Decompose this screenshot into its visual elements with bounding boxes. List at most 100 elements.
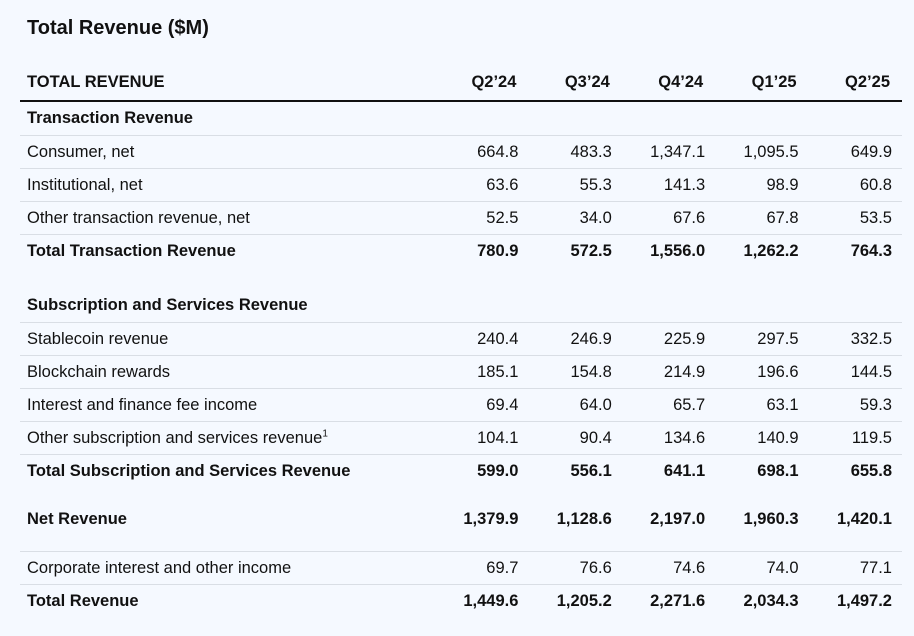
cell-value: 2,197.0: [650, 509, 706, 528]
row-label-text: Other subscription and services revenue: [27, 428, 323, 447]
cell-value: 1,420.1: [836, 509, 892, 528]
header-quarter: Q4’24: [621, 64, 716, 102]
cell-value: 55.3: [528, 168, 622, 202]
table-row: Stablecoin revenue 240.4 246.9 225.9 297…: [20, 322, 902, 356]
cell-value: 63.6: [435, 168, 529, 202]
cell-value: 1,556.0: [650, 242, 706, 260]
cell-value: 69.4: [435, 388, 529, 422]
cell-value: 104.1: [435, 421, 529, 455]
cell-value: 780.9: [477, 242, 519, 260]
cell-value: 572.5: [570, 242, 612, 260]
cell-value: 297.5: [715, 322, 809, 356]
cell-value: 67.6: [621, 201, 716, 235]
cell-value: 154.8: [528, 355, 622, 389]
table-row: Corporate interest and other income 69.7…: [20, 551, 902, 585]
total-row: Total Transaction Revenue 780.9 572.5 1,…: [20, 235, 902, 269]
spacer-row: [20, 488, 902, 509]
cell-value: 76.6: [528, 551, 622, 585]
cell-value: 240.4: [435, 322, 529, 356]
header-quarter: Q2’24: [435, 64, 529, 102]
row-label: Total Transaction Revenue: [27, 242, 236, 260]
row-label: Institutional, net: [20, 168, 436, 202]
spacer-row: [20, 529, 902, 552]
cell-value: 196.6: [715, 355, 809, 389]
header-quarter: Q3’24: [528, 64, 622, 102]
cell-value: 2,271.6: [650, 592, 706, 610]
cell-value: 1,379.9: [463, 509, 519, 528]
section-heading-row: Subscription and Services Revenue: [20, 289, 902, 323]
cell-value: 119.5: [808, 421, 902, 455]
cell-value: 655.8: [850, 462, 892, 480]
cell-value: 134.6: [621, 421, 716, 455]
footnote-marker: 1: [322, 428, 328, 439]
header-quarter: Q1’25: [715, 64, 809, 102]
cell-value: 74.0: [715, 551, 809, 585]
table-header-row: TOTAL REVENUE Q2’24 Q3’24 Q4’24 Q1’25 Q2…: [20, 64, 902, 102]
cell-value: 52.5: [435, 201, 529, 235]
total-row: Total Subscription and Services Revenue …: [20, 455, 902, 489]
cell-value: 1,960.3: [743, 509, 799, 528]
cell-value: 185.1: [435, 355, 529, 389]
table-row: Institutional, net 63.6 55.3 141.3 98.9 …: [20, 168, 902, 202]
cell-value: 74.6: [621, 551, 716, 585]
section-heading: Subscription and Services Revenue: [20, 289, 902, 323]
net-revenue-row: Net Revenue 1,379.9 1,128.6 2,197.0 1,96…: [20, 509, 902, 529]
cell-value: 225.9: [621, 322, 716, 356]
cell-value: 641.1: [663, 462, 706, 480]
cell-value: 664.8: [435, 135, 529, 169]
cell-value: 98.9: [715, 168, 809, 202]
cell-value: 1,262.2: [743, 242, 799, 260]
row-label: Net Revenue: [27, 509, 127, 528]
cell-value: 1,095.5: [715, 135, 809, 169]
cell-value: 67.8: [715, 201, 809, 235]
cell-value: 556.1: [570, 462, 612, 480]
header-label: TOTAL REVENUE: [20, 64, 436, 102]
row-label: Total Subscription and Services Revenue: [27, 462, 351, 480]
row-label: Other transaction revenue, net: [20, 201, 436, 235]
cell-value: 53.5: [808, 201, 902, 235]
row-label: Total Revenue: [27, 592, 139, 610]
cell-value: 1,347.1: [621, 135, 716, 169]
cell-value: 649.9: [808, 135, 902, 169]
revenue-table: TOTAL REVENUE Q2’24 Q3’24 Q4’24 Q1’25 Q2…: [20, 64, 902, 618]
cell-value: 60.8: [808, 168, 902, 202]
cell-value: 141.3: [621, 168, 716, 202]
row-label: Other subscription and services revenue1: [20, 421, 436, 455]
cell-value: 2,034.3: [743, 592, 799, 610]
total-revenue-row: Total Revenue 1,449.6 1,205.2 2,271.6 2,…: [20, 585, 902, 619]
cell-value: 698.1: [757, 462, 799, 480]
cell-value: 1,449.6: [463, 592, 519, 610]
table-row: Other subscription and services revenue1…: [20, 421, 902, 455]
row-label: Blockchain rewards: [20, 355, 436, 389]
cell-value: 214.9: [621, 355, 716, 389]
table-row: Blockchain rewards 185.1 154.8 214.9 196…: [20, 355, 902, 389]
cell-value: 77.1: [808, 551, 902, 585]
cell-value: 34.0: [528, 201, 622, 235]
cell-value: 764.3: [850, 242, 892, 260]
row-label: Corporate interest and other income: [20, 551, 436, 585]
cell-value: 90.4: [528, 421, 622, 455]
header-quarter: Q2’25: [808, 64, 902, 102]
cell-value: 69.7: [435, 551, 529, 585]
row-label: Stablecoin revenue: [20, 322, 436, 356]
table-row: Interest and finance fee income 69.4 64.…: [20, 388, 902, 422]
cell-value: 64.0: [528, 388, 622, 422]
cell-value: 140.9: [715, 421, 809, 455]
cell-value: 1,205.2: [556, 592, 612, 610]
row-label: Consumer, net: [20, 135, 436, 169]
cell-value: 483.3: [528, 135, 622, 169]
cell-value: 144.5: [808, 355, 902, 389]
cell-value: 59.3: [808, 388, 902, 422]
cell-value: 246.9: [528, 322, 622, 356]
cell-value: 63.1: [715, 388, 809, 422]
cell-value: 1,497.2: [836, 592, 892, 610]
section-heading: Transaction Revenue: [20, 101, 902, 136]
cell-value: 65.7: [621, 388, 716, 422]
table-row: Consumer, net 664.8 483.3 1,347.1 1,095.…: [20, 135, 902, 169]
cell-value: 1,128.6: [556, 509, 612, 528]
page-title: Total Revenue ($M): [27, 17, 209, 39]
section-heading-row: Transaction Revenue: [20, 101, 902, 136]
cell-value: 332.5: [808, 322, 902, 356]
cell-value: 599.0: [477, 462, 519, 480]
spacer-row: [20, 268, 902, 289]
